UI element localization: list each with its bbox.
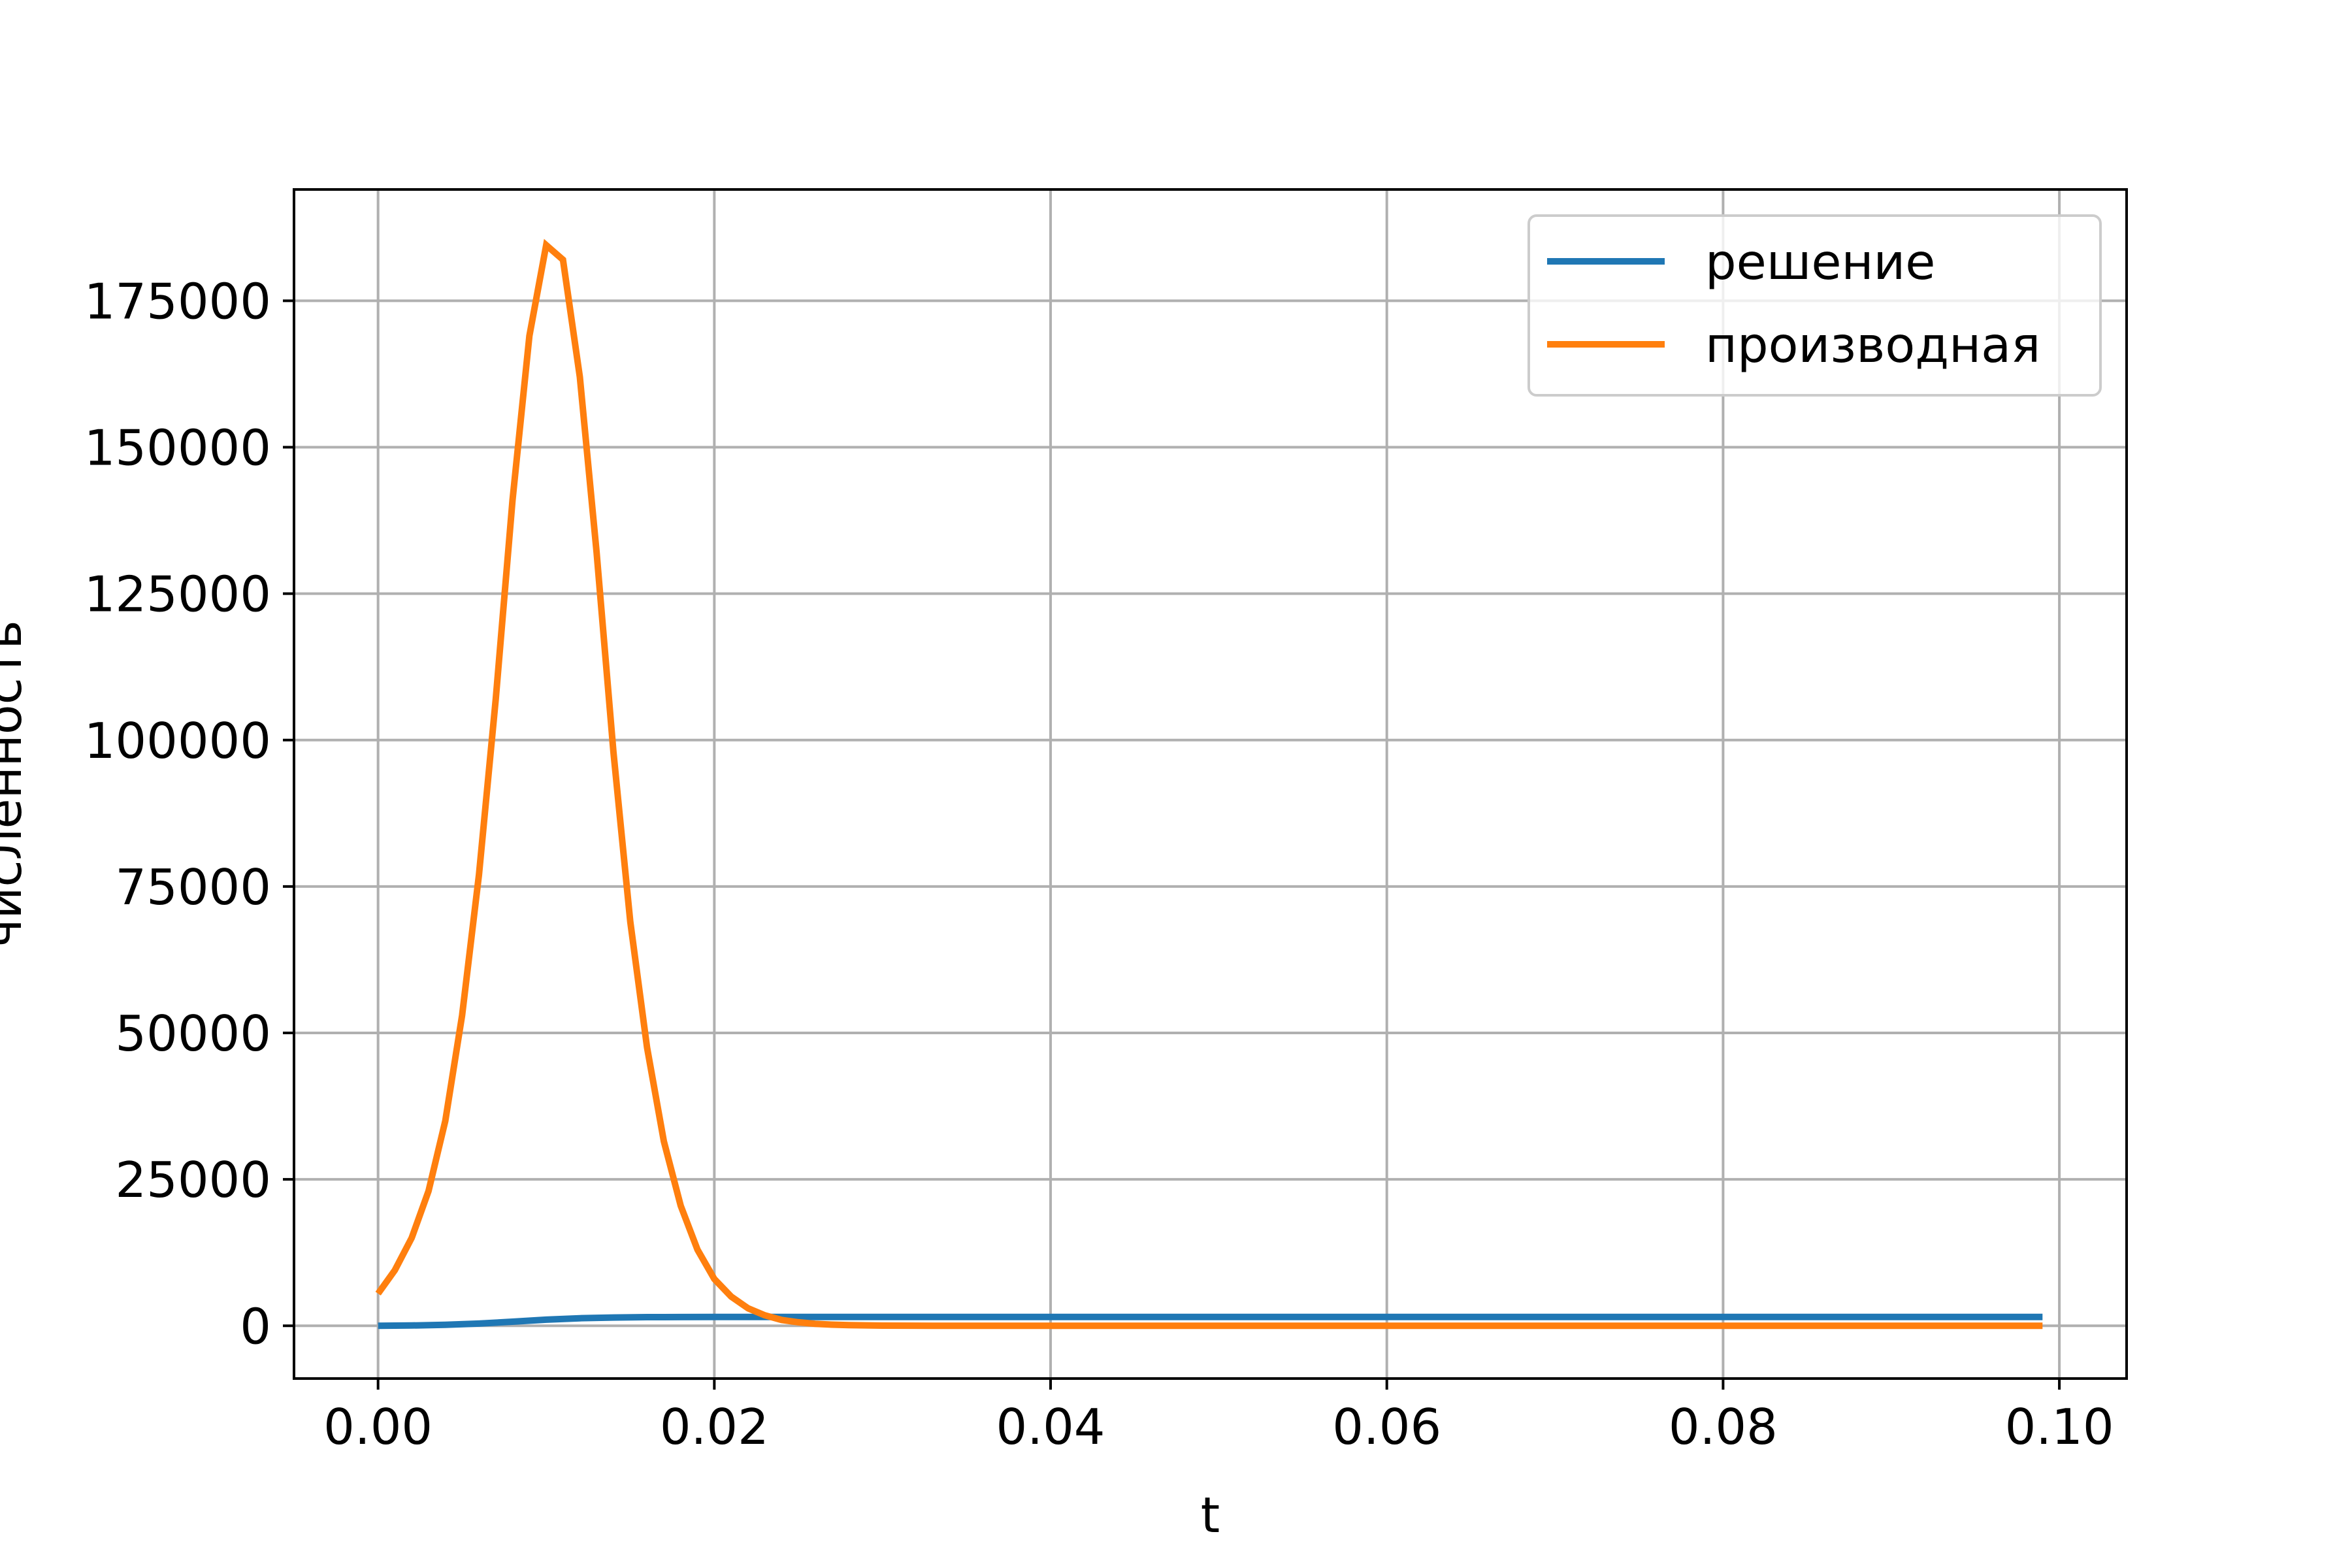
legend-label: решение (1705, 233, 1935, 291)
y-tick-label: 125000 (84, 566, 271, 623)
series-lines (375, 238, 2043, 1330)
y-axis-label: численность (0, 620, 33, 947)
y-tick-label: 25000 (115, 1151, 271, 1209)
y-tick-label: 75000 (115, 858, 271, 916)
x-tick-label: 0.06 (1332, 1398, 1441, 1456)
series-line-решение (378, 1313, 2043, 1330)
y-tick-label: 175000 (84, 272, 271, 330)
y-tick-label: 150000 (84, 419, 271, 476)
legend-box (1527, 214, 2102, 397)
x-axis-label: t (1201, 1486, 1220, 1544)
x-tick-label: 0.08 (1669, 1398, 1778, 1456)
axis-ticks: 0.00 0.02 0.04 0.06 0.08 0.10 0 25000 50000 75000… (84, 272, 2114, 1456)
y-tick-label: 50000 (115, 1005, 271, 1062)
x-tick-label: 0.04 (996, 1398, 1105, 1456)
series-line-производная (375, 238, 2043, 1330)
x-tick-label: 0.00 (323, 1398, 433, 1456)
x-tick-label: 0.02 (660, 1398, 769, 1456)
grid-lines (294, 189, 2127, 1379)
y-tick-label: 100000 (84, 712, 271, 770)
plot-frame (293, 188, 2128, 1380)
x-tick-label: 0.10 (2005, 1398, 2114, 1456)
legend: решение производная (1527, 214, 2102, 397)
legend-label: производная (1705, 316, 2040, 374)
y-tick-label: 0 (240, 1298, 271, 1355)
